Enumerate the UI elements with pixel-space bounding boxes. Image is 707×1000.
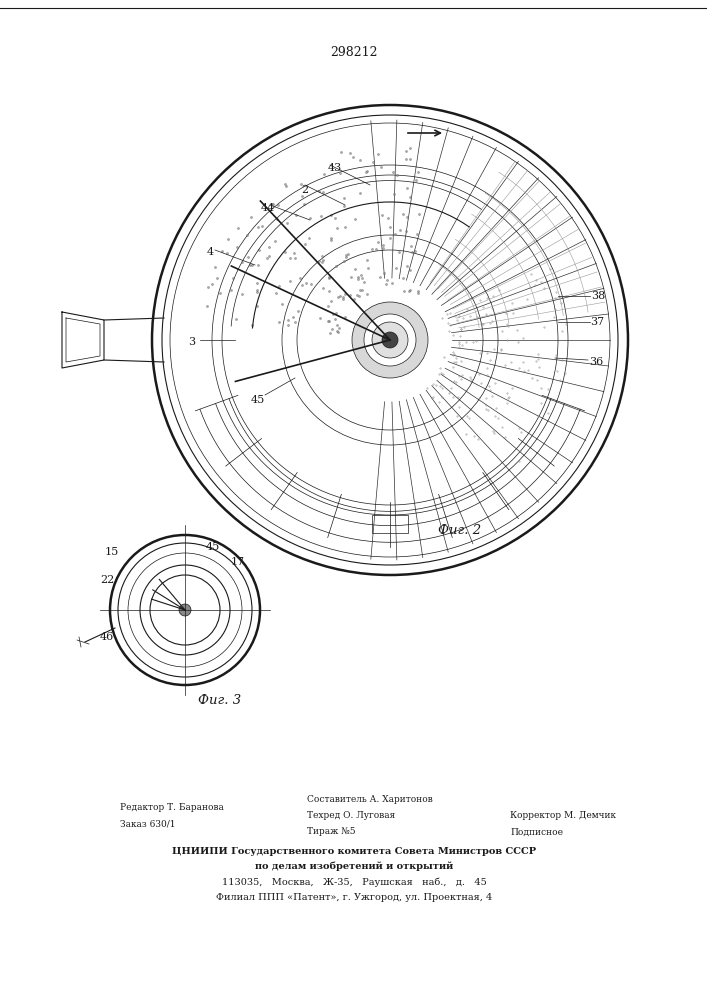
Text: Подписное: Подписное: [510, 828, 563, 836]
Circle shape: [382, 332, 398, 348]
Text: 44: 44: [261, 203, 275, 213]
Text: 45: 45: [206, 542, 220, 552]
Text: 113035,   Москва,   Ж-35,   Раушская   наб.,   д.   45: 113035, Москва, Ж-35, Раушская наб., д. …: [221, 877, 486, 887]
Circle shape: [372, 322, 408, 358]
Text: 4: 4: [206, 247, 214, 257]
Text: по делам изобретений и открытий: по делам изобретений и открытий: [255, 861, 453, 871]
Circle shape: [352, 302, 428, 378]
Text: 15: 15: [105, 547, 119, 557]
Text: Заказ 630/1: Заказ 630/1: [120, 820, 175, 828]
Text: 298212: 298212: [330, 45, 378, 58]
Text: 46: 46: [100, 632, 114, 642]
Text: Составитель А. Харитонов: Составитель А. Харитонов: [307, 796, 433, 804]
Text: 17: 17: [231, 557, 245, 567]
Text: 43: 43: [328, 163, 342, 173]
Circle shape: [179, 604, 191, 616]
Text: Корректор М. Демчик: Корректор М. Демчик: [510, 812, 616, 820]
Text: ЦНИИПИ Государственного комитета Совета Министров СССР: ЦНИИПИ Государственного комитета Совета …: [172, 848, 536, 856]
Text: Техред О. Луговая: Техред О. Луговая: [307, 812, 395, 820]
Text: 37: 37: [590, 317, 604, 327]
Text: 45: 45: [251, 395, 265, 405]
Bar: [372, 515, 408, 533]
Circle shape: [364, 314, 416, 366]
Text: 36: 36: [589, 357, 603, 367]
Text: Тираж №5: Тираж №5: [307, 828, 356, 836]
Text: Фиг. 3: Фиг. 3: [199, 694, 242, 706]
Text: 2: 2: [301, 185, 308, 195]
Text: 38: 38: [591, 291, 605, 301]
Text: Редактор Т. Баранова: Редактор Т. Баранова: [120, 804, 224, 812]
Text: 3: 3: [189, 337, 196, 347]
Text: 22: 22: [100, 575, 114, 585]
Text: Фиг. 2: Фиг. 2: [438, 524, 481, 536]
Text: Филиал ППП «Патент», г. Ужгород, ул. Проектная, 4: Филиал ППП «Патент», г. Ужгород, ул. Про…: [216, 894, 492, 902]
